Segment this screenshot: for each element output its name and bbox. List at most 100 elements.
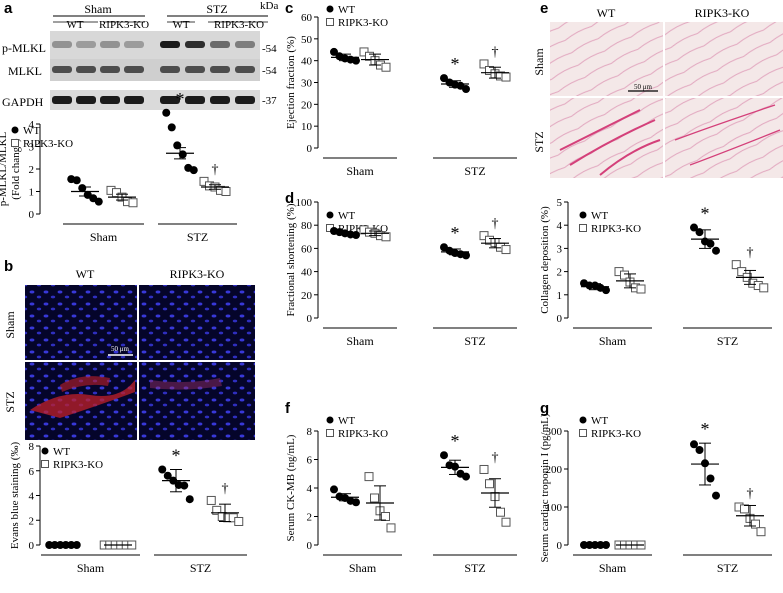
data-point-ko (212, 505, 222, 515)
data-point-wt (695, 446, 704, 454)
group-label: Sham (599, 561, 627, 575)
y-tick-label: 0 (557, 540, 563, 552)
y-axis-label: Ejection fraction (%) (285, 36, 297, 129)
blot-row-gapdh: GAPDH (2, 95, 44, 109)
data-point-wt (690, 223, 698, 232)
band-mlkl (124, 66, 144, 73)
micro-b-row-stz: STZ (3, 391, 17, 412)
data-point-wt (167, 123, 176, 132)
micro-b-red-stain-1 (30, 380, 135, 418)
legend-marker-wt (326, 5, 334, 13)
band-pmlkl (52, 41, 72, 48)
band-pmlkl (100, 41, 120, 48)
legend-marker-ko (41, 460, 49, 468)
micrograph-b: WT RIPK3-KO Sham STZ 50 μm (3, 267, 255, 440)
data-point-ko (128, 198, 138, 208)
data-point-wt (78, 184, 87, 193)
y-tick-label: 0 (29, 540, 35, 552)
legend-marker-wt (41, 447, 49, 455)
band-pmlkl (185, 41, 205, 48)
blot-header-stz: STZ (206, 2, 227, 16)
data-point-ko (620, 270, 629, 280)
y-axis-label: Fractional shortening (%) (285, 203, 297, 316)
y-tick-label: 0 (307, 540, 313, 552)
data-point-wt (706, 239, 715, 248)
data-point-wt (180, 481, 189, 490)
panel-label-c: c (285, 0, 294, 17)
y-tick-label: 40 (301, 56, 313, 68)
data-point-wt (462, 251, 470, 260)
y-tick-label: 1 (557, 290, 563, 302)
y-tick-label: 200 (546, 464, 563, 476)
kda-label: kDa (260, 0, 278, 12)
group-label: STZ (464, 164, 485, 178)
data-point-wt (706, 474, 715, 483)
y-tick-label: 20 (301, 290, 313, 302)
micro-b-scale-label: 50 μm (111, 345, 130, 353)
group-label: STZ (187, 230, 208, 244)
y-tick-label: 2 (29, 164, 35, 176)
group-label: STZ (190, 561, 211, 575)
legend-label-ko: RIPK3-KO (53, 459, 103, 471)
y-tick-label: 5 (557, 197, 563, 209)
band-pmlkl (124, 41, 144, 48)
group-label: STZ (717, 561, 738, 575)
micro-e-collagen-ko (674, 104, 781, 166)
legend-marker-wt (579, 211, 587, 219)
chart-c: 0 10 20 30 40 50 60 Ejection fraction (%) Sham ST… (285, 4, 517, 178)
data-point-ko (501, 517, 511, 527)
significance-dagger: † (222, 481, 229, 496)
band-mlkl (76, 66, 96, 73)
significance-star: * (176, 89, 185, 109)
data-point-wt (189, 166, 198, 175)
micrograph-e: WT RIPK3-KO Sham STZ 50 μm (532, 6, 783, 178)
group-label: STZ (464, 561, 485, 575)
y-tick-label: 2 (307, 512, 313, 524)
y-tick-label: 0 (307, 313, 313, 325)
group-label: STZ (464, 334, 485, 348)
micro-e-collagen-wt (559, 109, 661, 176)
blot-lane-3: WT (172, 19, 189, 31)
band-mlkl (100, 66, 120, 73)
legend-label-ko: RIPK3-KO (338, 17, 388, 29)
panel-label-f: f (285, 400, 290, 417)
data-point-ko (737, 267, 747, 277)
data-point-wt (712, 246, 720, 255)
panel-label-e: e (540, 0, 549, 17)
y-tick-label: 4 (29, 119, 35, 131)
legend-marker-wt (326, 416, 334, 424)
data-point-ko (759, 283, 769, 293)
micro-b-red-stain-2 (60, 376, 110, 392)
blot-kda-gapdh: -37 (262, 95, 277, 107)
legend-label-ko: RIPK3-KO (591, 223, 641, 235)
band-gapdh (210, 96, 230, 104)
legend-marker-wt (326, 211, 334, 219)
data-point-wt (178, 150, 187, 159)
panel-label-b: b (4, 258, 14, 275)
group-label: Sham (346, 164, 374, 178)
legend-marker-ko (326, 18, 334, 26)
y-tick-label: 8 (29, 441, 35, 453)
panel-label-a: a (4, 0, 13, 17)
group-label: Sham (599, 334, 627, 348)
band-gapdh (185, 96, 205, 104)
data-point-wt (330, 47, 338, 56)
y-tick-label: 0 (557, 313, 563, 325)
group-label: STZ (717, 334, 738, 348)
y-tick-label: 4 (307, 483, 313, 495)
band-mlkl (160, 66, 180, 73)
chart-b: 0 2 4 6 8 Evans blue staining (‰) Sham STZ WTRIP… (9, 441, 247, 575)
micro-e-row-stz: STZ (532, 131, 546, 152)
data-point-ko (206, 495, 216, 505)
significance-dagger: † (212, 162, 219, 177)
y-axis-label: Evans blue staining (‰) (9, 442, 21, 550)
micro-b-row-sham: Sham (3, 311, 17, 339)
blot-row-pmlkl: p-MLKL (2, 41, 46, 55)
significance-dagger: † (492, 217, 499, 232)
data-point-ko (751, 519, 760, 529)
y-tick-label: 2 (29, 515, 35, 527)
data-point-wt (462, 472, 470, 481)
